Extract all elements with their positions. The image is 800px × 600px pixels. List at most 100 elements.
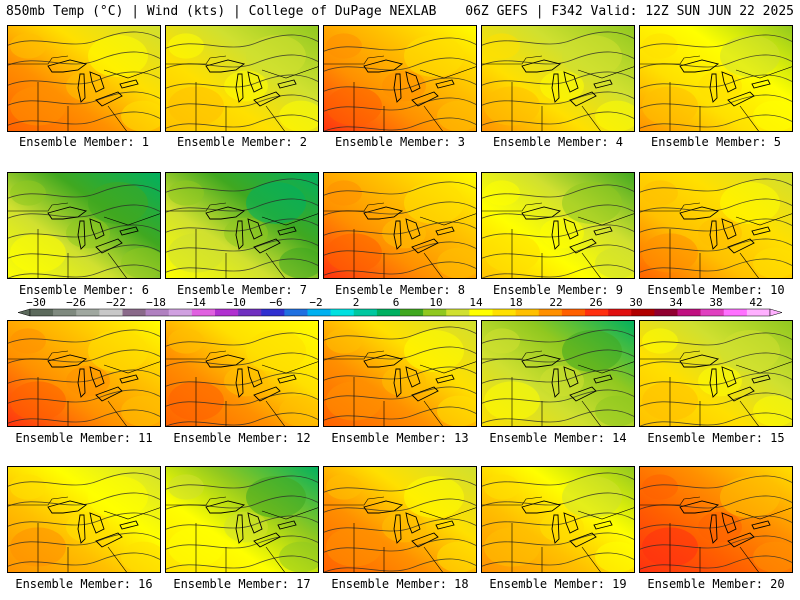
height-contour: [8, 264, 160, 278]
colorbar-segment: [723, 309, 748, 316]
state-boundary: [107, 252, 127, 278]
lake-outline: [247, 218, 263, 240]
state-boundary: [423, 252, 443, 278]
lake-outline: [47, 59, 88, 73]
temperature-blotch: [720, 35, 780, 77]
height-contour: [482, 51, 634, 66]
temperature-blotch: [437, 100, 476, 131]
ensemble-panel: [323, 25, 477, 132]
height-contour: [166, 392, 318, 407]
temperature-map: [324, 173, 476, 278]
height-contour: [324, 97, 476, 112]
temperature-blotch: [88, 330, 148, 372]
height-contour: [324, 117, 476, 131]
ensemble-member-label: Ensemble Member: 16: [15, 577, 153, 591]
state-boundary: [107, 105, 127, 131]
height-contour: [482, 184, 634, 199]
height-contour: [482, 409, 634, 424]
lake-outline: [521, 354, 562, 368]
lake-outline: [247, 71, 263, 93]
temperature-blotch: [246, 182, 306, 224]
height-contour: [8, 184, 160, 199]
ensemble-panel: [323, 320, 477, 427]
colorbar-segment: [538, 309, 563, 316]
colorbar-tick-label: 38: [709, 296, 722, 309]
state-boundary: [324, 496, 385, 506]
lake-outline: [435, 374, 455, 384]
state-boundary: [103, 213, 160, 226]
temperature-blotch: [88, 476, 148, 518]
lake-outline: [563, 366, 579, 388]
lake-outline: [751, 520, 771, 530]
height-contour: [482, 224, 634, 239]
lake-outline: [569, 386, 597, 402]
state-boundary: [482, 55, 543, 65]
ensemble-member-label: Ensemble Member: 11: [15, 431, 153, 445]
height-contour: [324, 518, 476, 533]
temperature-blotch: [88, 182, 148, 224]
lake-outline: [679, 206, 720, 220]
height-contour: [324, 221, 476, 236]
ensemble-panel: [7, 172, 161, 279]
colorbar-tick-label: −30: [26, 296, 46, 309]
height-contour: [324, 478, 476, 493]
temperature-blotch: [595, 247, 634, 278]
temperature-map: [640, 173, 792, 278]
colorbar-segment: [608, 309, 632, 316]
lake-outline: [363, 59, 404, 73]
state-boundary: [581, 546, 601, 572]
temperature-map: [8, 467, 160, 572]
height-contour: [482, 111, 634, 126]
state-boundary: [8, 55, 69, 65]
temperature-blotch: [753, 100, 792, 131]
temperature-map: [482, 321, 634, 426]
ensemble-panel: [165, 466, 319, 573]
temperature-map: [8, 321, 160, 426]
temperature-blotch: [595, 100, 634, 131]
temperature-blotch: [753, 395, 792, 426]
lake-outline: [89, 218, 105, 240]
state-boundary: [482, 202, 543, 212]
temperature-blotch: [562, 330, 622, 372]
run-valid-time: 06Z GEFS | F342 Valid: 12Z SUN JUN 22 20…: [465, 4, 794, 19]
lake-outline: [727, 532, 755, 548]
height-contour: [166, 332, 318, 347]
temperature-blotch: [168, 180, 204, 206]
height-contour: [8, 51, 160, 66]
colorbar-segment: [76, 309, 100, 316]
lake-outline: [521, 500, 562, 514]
lake-outline: [247, 512, 263, 534]
temperature-blotch: [10, 474, 46, 500]
temperature-blotch: [437, 541, 476, 572]
lake-outline: [679, 59, 720, 73]
lake-outline: [95, 386, 123, 402]
height-contour: [482, 512, 634, 527]
temperature-blotch: [642, 474, 678, 500]
temperature-blotch: [540, 511, 584, 543]
temperature-blotch: [279, 541, 318, 572]
state-boundary: [103, 361, 160, 374]
temperature-map: [166, 26, 318, 131]
height-contour: [8, 389, 160, 404]
state-boundary: [640, 55, 701, 65]
lake-outline: [593, 374, 613, 384]
lake-outline: [119, 79, 139, 89]
temperature-blotch: [246, 330, 306, 372]
state-boundary: [735, 361, 792, 374]
colorbar-segment: [53, 309, 77, 316]
colorbar-tick-label: 30: [629, 296, 642, 309]
state-boundary: [166, 350, 227, 360]
height-contour: [482, 329, 634, 344]
temperature-blotch: [121, 100, 160, 131]
state-boundary: [577, 507, 634, 520]
state-boundary: [577, 361, 634, 374]
colorbar-segment: [215, 309, 239, 316]
colorbar-tick-label: 22: [549, 296, 562, 309]
temperature-map: [166, 321, 318, 426]
state-boundary: [324, 350, 385, 360]
state-boundary: [107, 546, 127, 572]
temperature-blotch: [121, 247, 160, 278]
colorbar-segment: [261, 309, 285, 316]
temperature-blotch: [595, 395, 634, 426]
lake-outline: [205, 59, 246, 73]
